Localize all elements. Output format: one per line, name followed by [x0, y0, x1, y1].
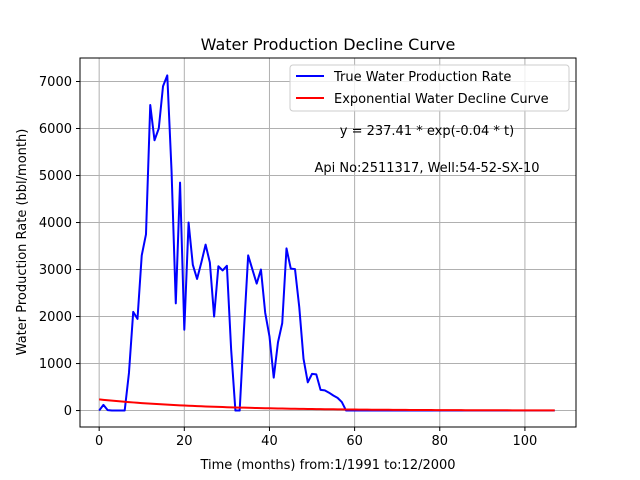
legend: True Water Production Rate Exponential W…	[289, 64, 570, 112]
x-tick-label: 20	[176, 434, 193, 449]
x-tick-label: 40	[261, 434, 278, 449]
y-tick-label: 5000	[39, 169, 72, 184]
y-tick-label: 1000	[39, 357, 72, 372]
well-info-annotation: Api No:2511317, Well:54-52-SX-10	[314, 161, 539, 176]
x-axis-title: Time (months) from:1/1991 to:12/2000	[199, 458, 455, 473]
series-line-decline-curve	[99, 398, 555, 412]
series-lines	[98, 74, 555, 412]
x-tick-label: 60	[346, 434, 363, 449]
plot-frame	[79, 57, 577, 428]
y-tick-label: 2000	[39, 310, 72, 325]
y-tick-label: 7000	[39, 75, 72, 90]
series-line-true-rate	[98, 74, 555, 412]
y-tick-label: 4000	[39, 216, 72, 231]
y-axis-title: Water Production Rate (bbl/month)	[15, 129, 30, 356]
y-tick-label: 0	[64, 404, 72, 419]
y-tick-label: 3000	[39, 263, 72, 278]
x-axis: 0 20 40 60 80 100	[95, 427, 537, 449]
legend-label-true-rate: True Water Production Rate	[333, 70, 511, 85]
chart-title: Water Production Decline Curve	[201, 35, 456, 54]
y-axis: 0 1000 2000 3000 4000 5000 6000 7000	[39, 75, 80, 419]
x-tick-label: 100	[512, 434, 537, 449]
x-tick-label: 0	[95, 434, 103, 449]
x-tick-label: 80	[431, 434, 448, 449]
legend-label-decline-curve: Exponential Water Decline Curve	[334, 92, 549, 107]
fit-equation-annotation: y = 237.41 * exp(-0.04 * t)	[340, 124, 514, 139]
y-tick-label: 6000	[39, 122, 72, 137]
legend-box	[289, 64, 570, 112]
